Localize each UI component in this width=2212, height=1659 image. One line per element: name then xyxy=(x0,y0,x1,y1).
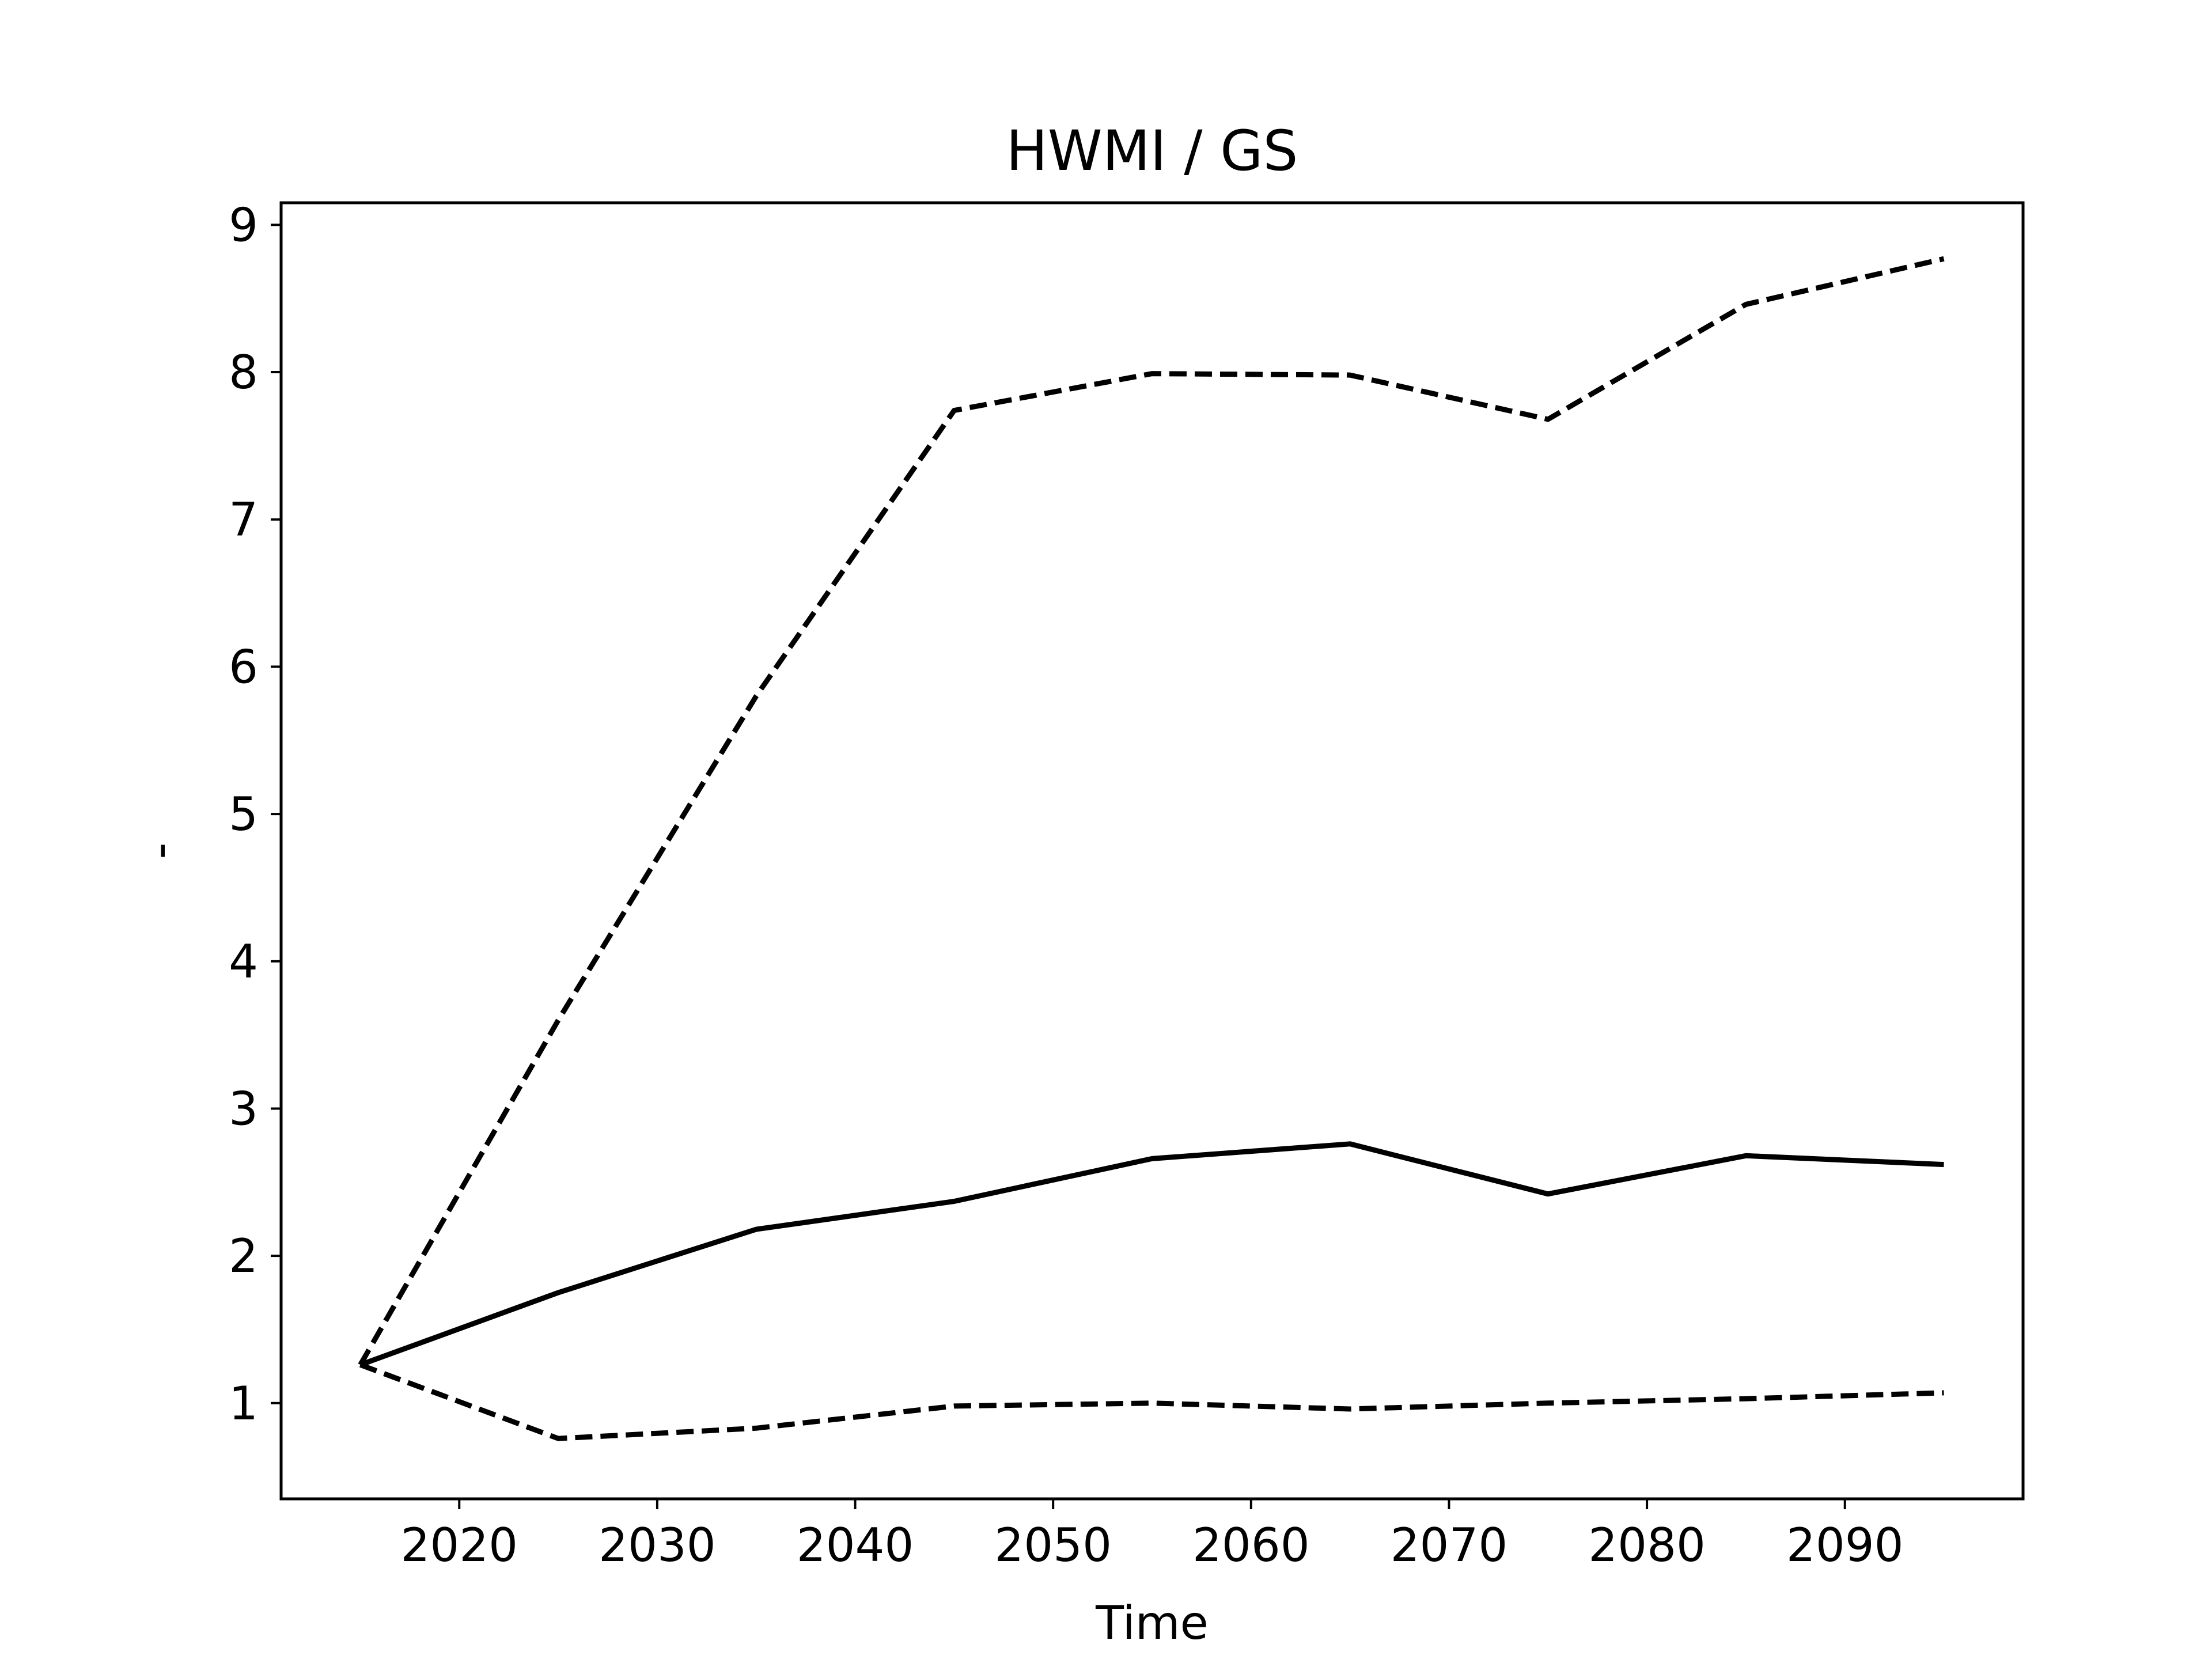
x-tick-label: 2070 xyxy=(1391,1518,1508,1572)
x-tick-label: 2080 xyxy=(1588,1518,1706,1572)
y-tick-label: 5 xyxy=(229,787,258,841)
series-line-2 xyxy=(358,256,1945,1366)
plot-area-frame xyxy=(279,201,2025,1501)
y-tick-label: 7 xyxy=(229,493,258,547)
x-tick-label: 2040 xyxy=(797,1518,914,1572)
y-axis-ticks: 1 2 3 4 5 6 7 8 9 xyxy=(229,198,281,1430)
x-tick-label: 2060 xyxy=(1192,1518,1310,1572)
series-layer xyxy=(358,256,1945,1441)
x-axis-title: Time xyxy=(1095,1596,1209,1650)
x-tick-label: 2020 xyxy=(400,1518,518,1572)
y-axis-title: - xyxy=(133,843,187,859)
x-axis-ticks: 2020 2030 2040 2050 2060 2070 2080 2090 xyxy=(400,1499,1904,1572)
x-tick-label: 2050 xyxy=(994,1518,1112,1572)
chart-title: HWMI / GS xyxy=(1006,119,1298,183)
y-tick-label: 3 xyxy=(229,1082,258,1135)
series-line-1 xyxy=(359,1141,1944,1368)
series-line-3 xyxy=(359,1362,1944,1441)
y-tick-label: 2 xyxy=(229,1229,258,1283)
x-tick-label: 2090 xyxy=(1786,1518,1904,1572)
y-tick-label: 6 xyxy=(229,640,258,694)
y-tick-label: 9 xyxy=(229,198,258,252)
y-tick-label: 4 xyxy=(229,935,258,988)
x-tick-label: 2030 xyxy=(599,1518,716,1572)
y-tick-label: 8 xyxy=(229,346,258,399)
y-tick-label: 1 xyxy=(229,1377,258,1430)
